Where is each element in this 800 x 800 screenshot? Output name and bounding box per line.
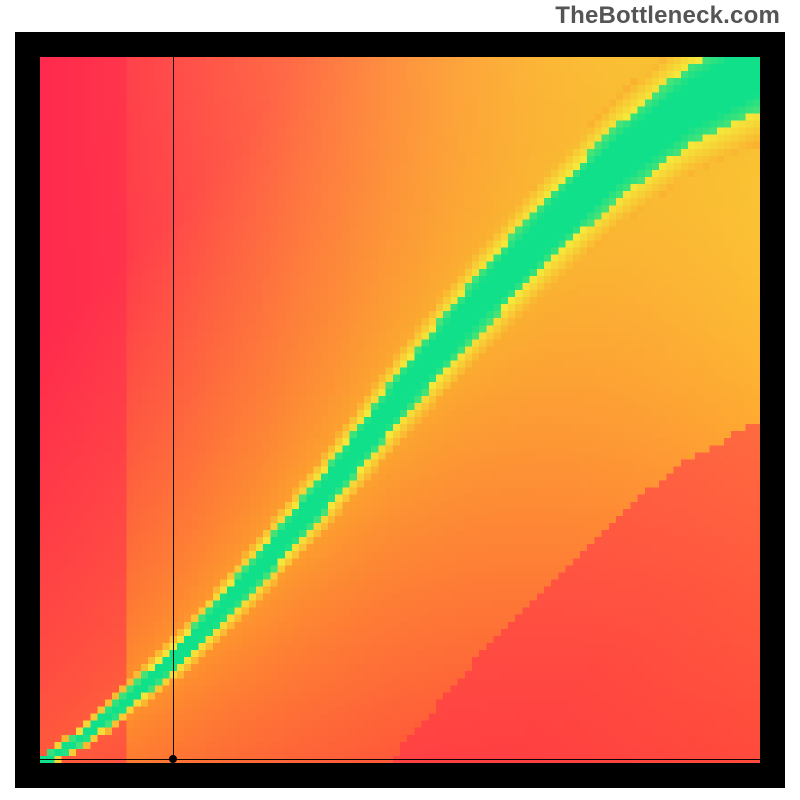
crosshair-horizontal — [40, 759, 760, 760]
marker-dot — [169, 755, 177, 763]
bottleneck-heatmap — [40, 57, 760, 763]
watermark-text: TheBottleneck.com — [555, 2, 780, 30]
crosshair-vertical — [173, 57, 174, 763]
chart-outer-frame — [15, 32, 785, 788]
